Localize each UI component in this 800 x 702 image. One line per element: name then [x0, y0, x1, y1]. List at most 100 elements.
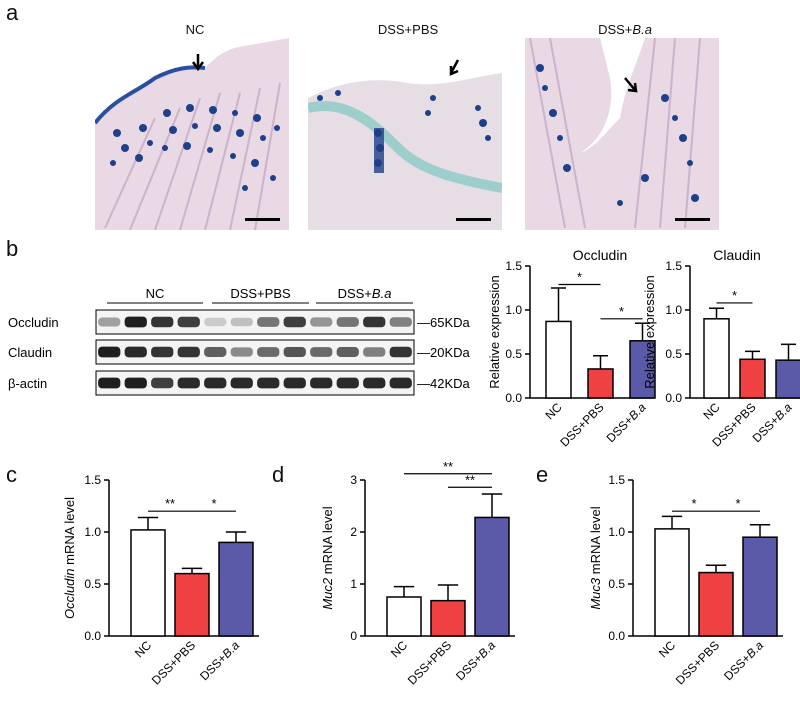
blot-band: [177, 346, 200, 358]
blot-band: [310, 317, 333, 327]
blot-strip: [95, 309, 415, 335]
y-axis-label: Relative expression: [642, 275, 657, 388]
blot-size-label: —20KDa: [417, 345, 471, 360]
y-tick-label: 1.0: [84, 525, 101, 539]
x-tick-label: NC: [388, 638, 410, 660]
blot-band: [230, 347, 253, 357]
y-tick-label: 0.0: [84, 629, 101, 643]
x-tick-label: DSS+B.a: [750, 400, 795, 445]
bar: [742, 536, 778, 637]
bar: [430, 599, 466, 637]
blot-row-label: β-actin: [8, 376, 47, 391]
y-tick-label: 1.0: [505, 303, 522, 317]
blot-band: [389, 377, 412, 389]
blot-band: [283, 346, 306, 358]
blot-band: [310, 377, 333, 389]
x-tick-label: NC: [700, 400, 722, 422]
bar: [629, 340, 656, 399]
significance-label: *: [211, 496, 216, 511]
blot-band: [336, 377, 359, 389]
blot-band: [98, 377, 121, 389]
significance-label: *: [691, 496, 696, 511]
bar: [174, 572, 210, 637]
chart-title: Claudin: [713, 247, 760, 263]
blot-group-label: NC: [146, 286, 165, 301]
significance-label: *: [735, 496, 740, 511]
blot-band: [204, 317, 227, 327]
x-tick-label: DSS+B.a: [453, 638, 498, 683]
blot-band: [283, 377, 306, 389]
y-tick-label: 0.5: [665, 347, 682, 361]
bar: [703, 318, 730, 399]
chart-b-claudin: 0.0 0.5 1.0 1.5 Relative expression Claudin NC…: [642, 247, 800, 450]
y-tick-label: 0.0: [608, 629, 625, 643]
y-tick-label: 1: [350, 577, 357, 591]
y-tick-label: 0.0: [505, 391, 522, 405]
bar: [545, 320, 572, 399]
blot-band: [124, 316, 147, 328]
y-tick-label: 0.0: [665, 391, 682, 405]
y-axis-label: Occludin mRNA level: [62, 497, 77, 619]
bar: [775, 359, 800, 399]
histology-image-dss-pbs: [308, 38, 502, 230]
significance-label: *: [577, 269, 582, 284]
histology-title-dss-pbs: DSS+PBS: [377, 22, 439, 37]
y-tick-label: 0: [350, 629, 357, 643]
bar: [474, 516, 510, 637]
y-tick-label: 1.5: [505, 259, 522, 273]
blot-band: [257, 347, 280, 357]
blot-row-label: Occludin: [8, 315, 59, 330]
x-tick-label: NC: [656, 638, 678, 660]
blot-band: [283, 316, 306, 328]
blot-band: [177, 377, 200, 389]
bar: [218, 541, 254, 637]
panel-label-d: d: [272, 462, 285, 487]
x-tick-label: NC: [132, 638, 154, 660]
blot-band: [98, 317, 121, 327]
blot-band: [151, 316, 174, 328]
y-tick-label: 1.0: [608, 525, 625, 539]
x-tick-label: DSS+PBS: [557, 400, 606, 449]
bar: [386, 596, 422, 637]
panel-label-c: c: [6, 462, 17, 487]
blot-group-label: DSS+PBS: [230, 286, 291, 301]
y-tick-label: 1.5: [84, 473, 101, 487]
x-tick-label: DSS+B.a: [604, 400, 649, 445]
y-tick-label: 1.5: [665, 259, 682, 273]
x-tick-label: DSS+B.a: [721, 638, 766, 683]
bar: [739, 358, 766, 399]
significance-label: **: [465, 472, 475, 487]
significance-label: *: [619, 304, 624, 319]
chart-e: 0.0 0.5 1.0 1.5 Muc3 mRNA level NCDSS+PBSDSS+…: [588, 473, 783, 688]
blot-band: [124, 377, 147, 389]
x-tick-label: DSS+B.a: [197, 638, 242, 683]
bar: [698, 571, 734, 637]
x-tick-label: DSS+PBS: [149, 638, 198, 687]
blot-band: [363, 316, 386, 328]
y-tick-label: 1.0: [665, 303, 682, 317]
bar: [587, 368, 614, 399]
blot-band: [204, 377, 227, 389]
blot-band: [124, 346, 147, 358]
histology-image-nc: [95, 38, 289, 230]
chart-title: Occludin: [573, 247, 627, 263]
y-axis-label: Muc2 mRNA level: [320, 506, 335, 609]
significance-label: **: [165, 496, 175, 511]
y-tick-label: 0.5: [505, 347, 522, 361]
blot-band: [310, 347, 333, 357]
blot-band: [257, 317, 280, 327]
histology-image-dss-ba: [525, 38, 719, 230]
blot-band: [389, 346, 412, 358]
x-tick-label: DSS+PBS: [405, 638, 454, 687]
blot-strip: [95, 339, 415, 365]
x-tick-label: DSS+PBS: [673, 638, 722, 687]
blot-band: [389, 317, 412, 327]
histology-title-nc: NC: [185, 22, 205, 37]
y-tick-label: 3: [350, 473, 357, 487]
histology-title-dss-ba: DSS+B.a: [598, 22, 652, 37]
y-axis-label: Relative expression: [487, 275, 502, 388]
bar: [654, 528, 690, 637]
